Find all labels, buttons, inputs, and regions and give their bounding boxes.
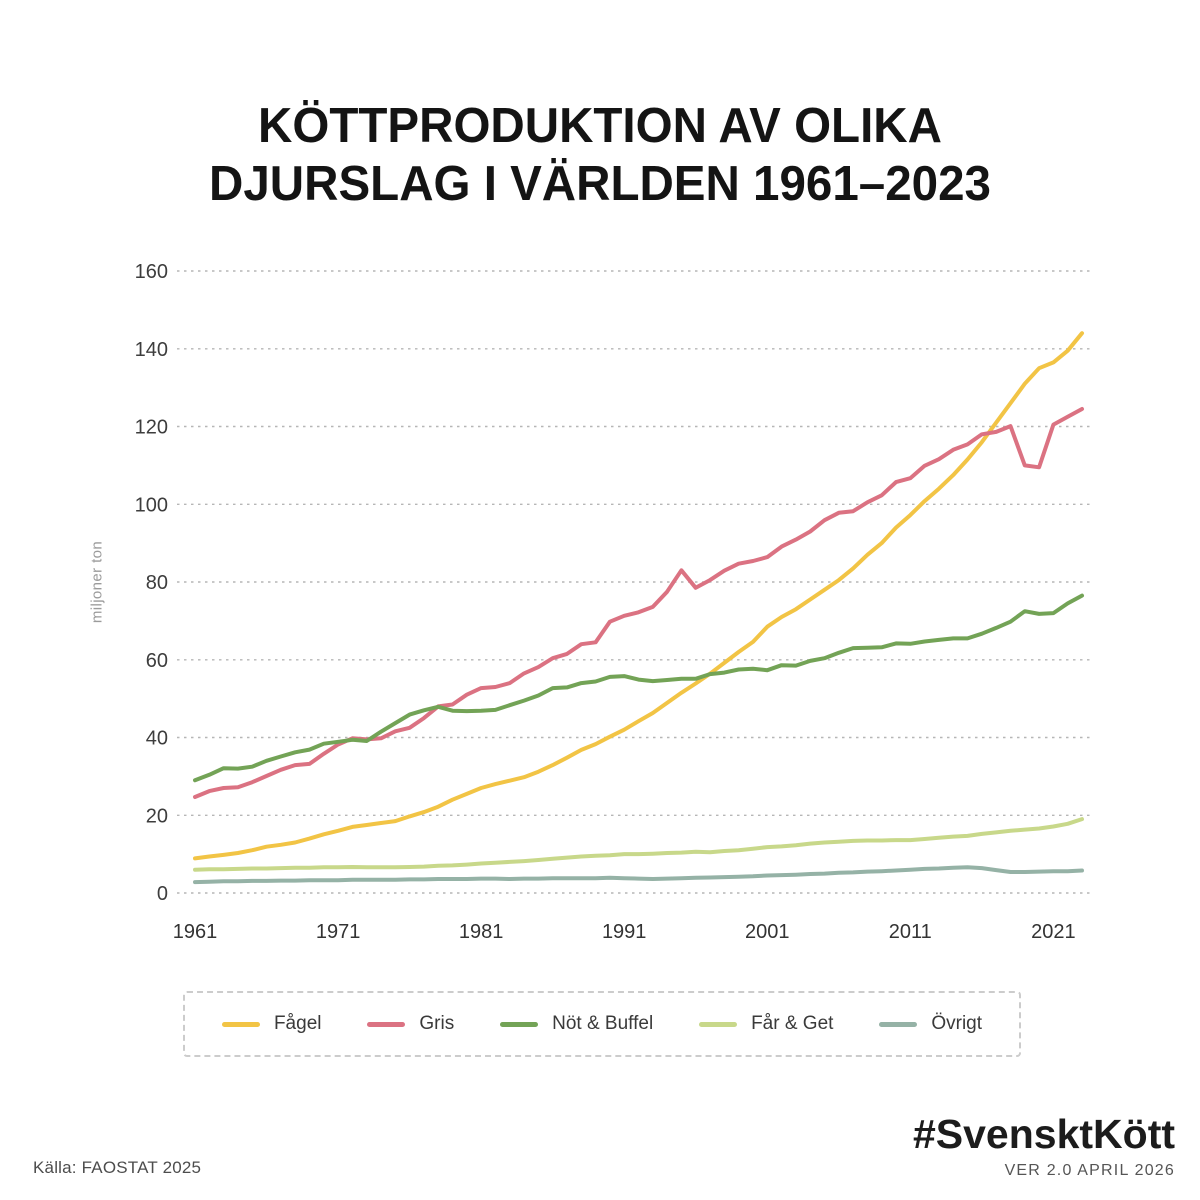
legend-label-ovrigt: Övrigt	[931, 1013, 983, 1034]
y-tick-label-60: 60	[146, 650, 168, 672]
legend-swatch-gris	[367, 1021, 406, 1027]
y-tick-label-0: 0	[157, 883, 168, 905]
legend-label-not-buffel: Nöt & Buffel	[552, 1013, 654, 1034]
y-tick-label-100: 100	[135, 494, 168, 516]
x-tick-label-2021: 2021	[1031, 921, 1076, 943]
legend-label-far-get: Får & Get	[751, 1013, 834, 1034]
version-note: VER 2.0 APRIL 2026	[1004, 1162, 1175, 1179]
legend-swatch-fagel	[221, 1021, 260, 1027]
x-tick-label-2011: 2011	[889, 921, 932, 943]
brand-block: #SvensktKött VER 2.0 APRIL 2026	[913, 1111, 1175, 1180]
hashtag: #SvensktKött	[912, 1111, 1175, 1157]
series-line-ovrigt	[193, 865, 1084, 885]
y-tick-label-120: 120	[135, 417, 168, 439]
legend-swatch-ovrigt	[879, 1021, 918, 1027]
series-line-not-buffel	[193, 593, 1084, 783]
y-tick-label-40: 40	[146, 728, 168, 750]
series-line-far-get	[193, 817, 1084, 872]
x-tick-label-1981: 1981	[459, 921, 504, 943]
legend-label-gris: Gris	[419, 1013, 455, 1034]
source-note: Källa: FAOSTAT 2025	[33, 1158, 202, 1177]
series-line-fagel	[193, 331, 1084, 861]
legend-item-far-get: Får & Get	[699, 1013, 833, 1035]
legend-item-gris: Gris	[367, 1013, 454, 1035]
y-axis-label: miljoner ton	[88, 540, 106, 624]
y-tick-label-160: 160	[135, 261, 168, 283]
x-tick-label-1961: 1961	[173, 921, 218, 943]
legend-item-ovrigt: Övrigt	[879, 1013, 982, 1035]
page-title: KÖTTPRODUKTION AV OLIKA DJURSLAG I VÄRLDE…	[18, 97, 1182, 213]
page-title-line2: DJURSLAG I VÄRLDEN 1961–2023	[209, 156, 991, 211]
legend-item-fagel: Fågel	[221, 1013, 322, 1035]
x-tick-label-1971: 1971	[316, 921, 361, 943]
legend-label-fagel: Fågel	[273, 1013, 322, 1034]
page-title-line1: KÖTTPRODUKTION AV OLIKA	[258, 98, 942, 153]
legend-swatch-far-get	[699, 1021, 738, 1027]
y-tick-label-80: 80	[146, 572, 168, 594]
legend-swatch-not-buffel	[500, 1021, 539, 1027]
legend: Fågel Gris Nöt & Buffel Får & Get Övrigt	[183, 991, 1021, 1057]
x-tick-label-1991: 1991	[602, 921, 647, 943]
legend-item-not-buffel: Nöt & Buffel	[500, 1013, 653, 1035]
series-line-gris	[193, 407, 1084, 799]
x-tick-label-2001: 2001	[745, 921, 790, 943]
y-tick-label-20: 20	[146, 805, 168, 827]
y-tick-label-140: 140	[135, 339, 168, 361]
